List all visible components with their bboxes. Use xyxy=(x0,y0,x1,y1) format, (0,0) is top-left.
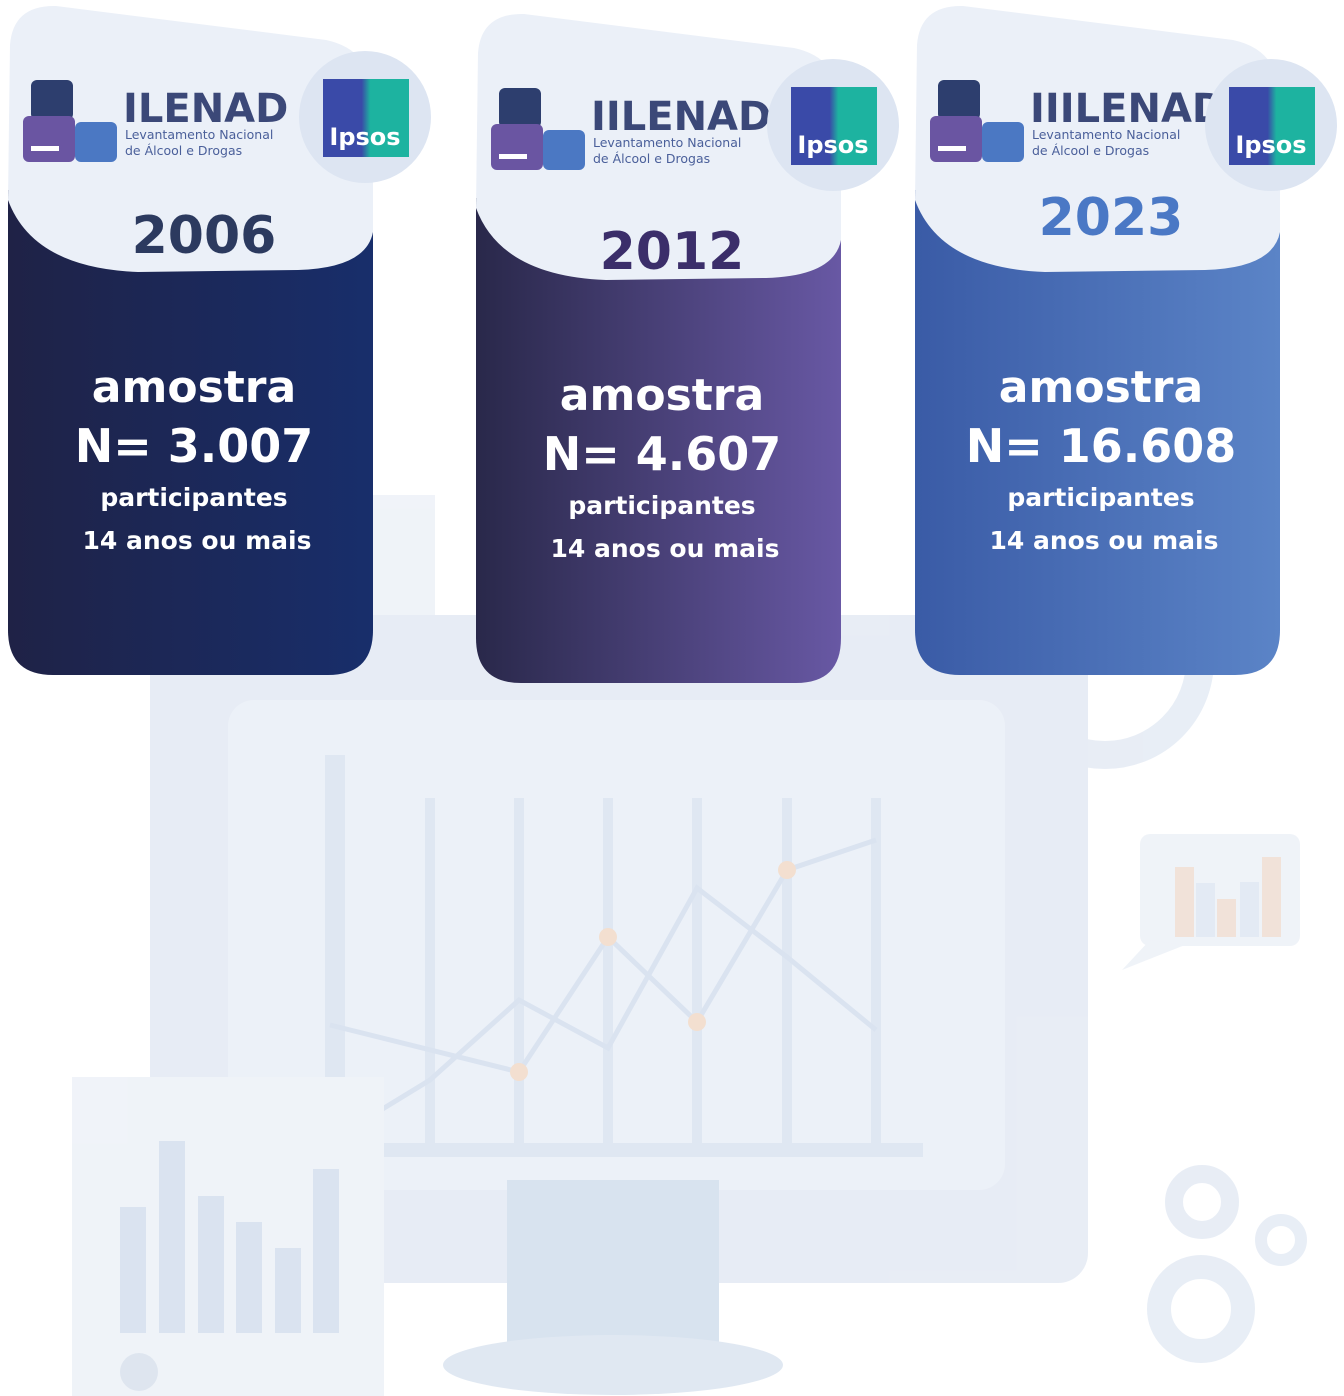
puzzle-piece xyxy=(938,80,980,120)
puzzle-piece xyxy=(499,88,541,128)
page: LENAD {"cards": [ {"logo": {"name": "ILE… xyxy=(0,0,1344,1396)
puzzle-piece xyxy=(930,116,982,162)
logo-subtitle: de Álcool e Drogas xyxy=(1032,143,1149,158)
sample-label: amostra xyxy=(999,362,1203,413)
sample-age: 14 anos ou mais xyxy=(551,534,780,563)
sample-size: N= 3.007 xyxy=(75,419,314,473)
puzzle-piece xyxy=(75,122,117,162)
icon-cigarette xyxy=(938,146,966,151)
partner-name: Ipsos xyxy=(329,123,400,151)
sample-age: 14 anos ou mais xyxy=(83,526,312,555)
year: 2006 xyxy=(132,206,277,266)
sample-label: amostra xyxy=(92,362,296,413)
puzzle-piece xyxy=(31,80,73,120)
partner-name: Ipsos xyxy=(797,131,868,159)
logo-name: IIILENAD xyxy=(1030,86,1225,132)
logo-name: IILENAD xyxy=(591,94,771,140)
partner-name: Ipsos xyxy=(1235,131,1306,159)
logo-subtitle: Levantamento Nacional xyxy=(593,135,741,150)
sample-age: 14 anos ou mais xyxy=(990,526,1219,555)
year: 2012 xyxy=(600,222,745,282)
year: 2023 xyxy=(1039,188,1184,248)
sample-unit: participantes xyxy=(100,483,287,512)
sample-size: N= 16.608 xyxy=(966,419,1237,473)
puzzle-piece xyxy=(23,116,75,162)
sample-size: N= 4.607 xyxy=(543,427,782,481)
logo-name: ILENAD xyxy=(123,86,288,132)
sample-unit: participantes xyxy=(1007,483,1194,512)
logo-subtitle: de Álcool e Drogas xyxy=(593,151,710,166)
logo-subtitle: Levantamento Nacional xyxy=(1032,127,1180,142)
puzzle-piece xyxy=(982,122,1024,162)
logo-subtitle: de Álcool e Drogas xyxy=(125,143,242,158)
puzzle-piece xyxy=(491,124,543,170)
icon-cigarette xyxy=(499,154,527,159)
infographic: ILENADLevantamento Nacionalde Álcool e D… xyxy=(0,0,1344,1396)
puzzle-piece xyxy=(543,130,585,170)
sample-label: amostra xyxy=(560,370,764,421)
logo-subtitle: Levantamento Nacional xyxy=(125,127,273,142)
icon-cigarette xyxy=(31,146,59,151)
body: ILENADLevantamento Nacionalde Álcool e D… xyxy=(0,0,1344,1396)
sample-unit: participantes xyxy=(568,491,755,520)
